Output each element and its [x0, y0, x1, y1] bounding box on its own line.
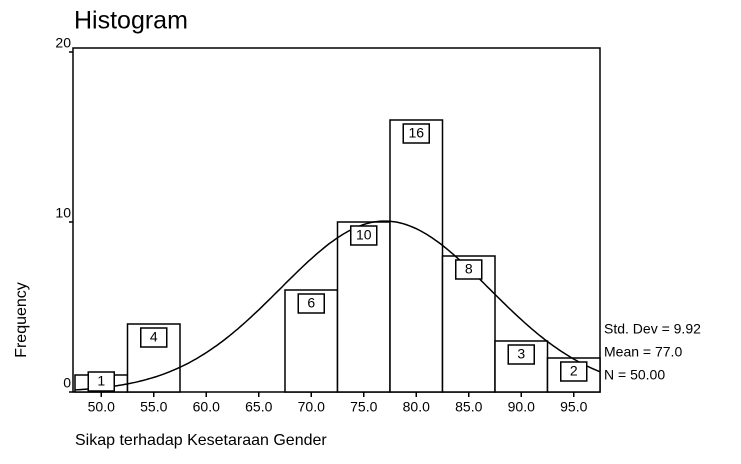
x-tick-label: 60.0: [193, 399, 220, 415]
data-label: 1: [97, 373, 105, 389]
data-label: 3: [517, 346, 525, 362]
bar: [389, 119, 444, 393]
chart-title: Histogram: [74, 7, 188, 35]
stat-label: Mean = 77.0: [604, 344, 682, 360]
label-box: [87, 371, 115, 392]
data-label: 10: [356, 227, 372, 243]
x-tick-label: 75.0: [350, 399, 377, 415]
x-tick-label: 85.0: [455, 399, 482, 415]
label-box: [297, 293, 325, 314]
x-tick-label: 80.0: [403, 399, 430, 415]
label-box: [560, 361, 588, 382]
x-tick-label: 55.0: [140, 399, 167, 415]
x-tick-label: 90.0: [508, 399, 535, 415]
x-tick-label: 65.0: [245, 399, 272, 415]
x-tick-label: 50.0: [88, 399, 115, 415]
y-axis-label: Frequency: [13, 282, 30, 358]
bar: [126, 323, 181, 393]
label-box: [350, 225, 378, 246]
label-box: [455, 259, 483, 280]
y-tick-label: 10: [55, 205, 71, 221]
x-tick-label: 95.0: [560, 399, 587, 415]
data-label: 8: [465, 261, 473, 277]
data-label: 6: [307, 295, 315, 311]
stat-label: Std. Dev = 9.92: [604, 321, 701, 337]
y-tick-label: 0: [63, 375, 71, 391]
label-box: [140, 327, 168, 348]
y-tick-label: 20: [55, 35, 71, 51]
normal-curve: [74, 220, 601, 391]
data-label: 4: [150, 329, 158, 345]
bar: [336, 221, 391, 393]
stat-label: N = 50.00: [604, 367, 665, 383]
label-box: [507, 344, 535, 365]
x-axis-label: Sikap terhadap Kesetaraan Gender: [75, 432, 327, 449]
data-label: 16: [408, 125, 424, 141]
x-tick-label: 70.0: [298, 399, 325, 415]
data-label: 2: [570, 363, 578, 379]
label-box: [402, 123, 430, 144]
